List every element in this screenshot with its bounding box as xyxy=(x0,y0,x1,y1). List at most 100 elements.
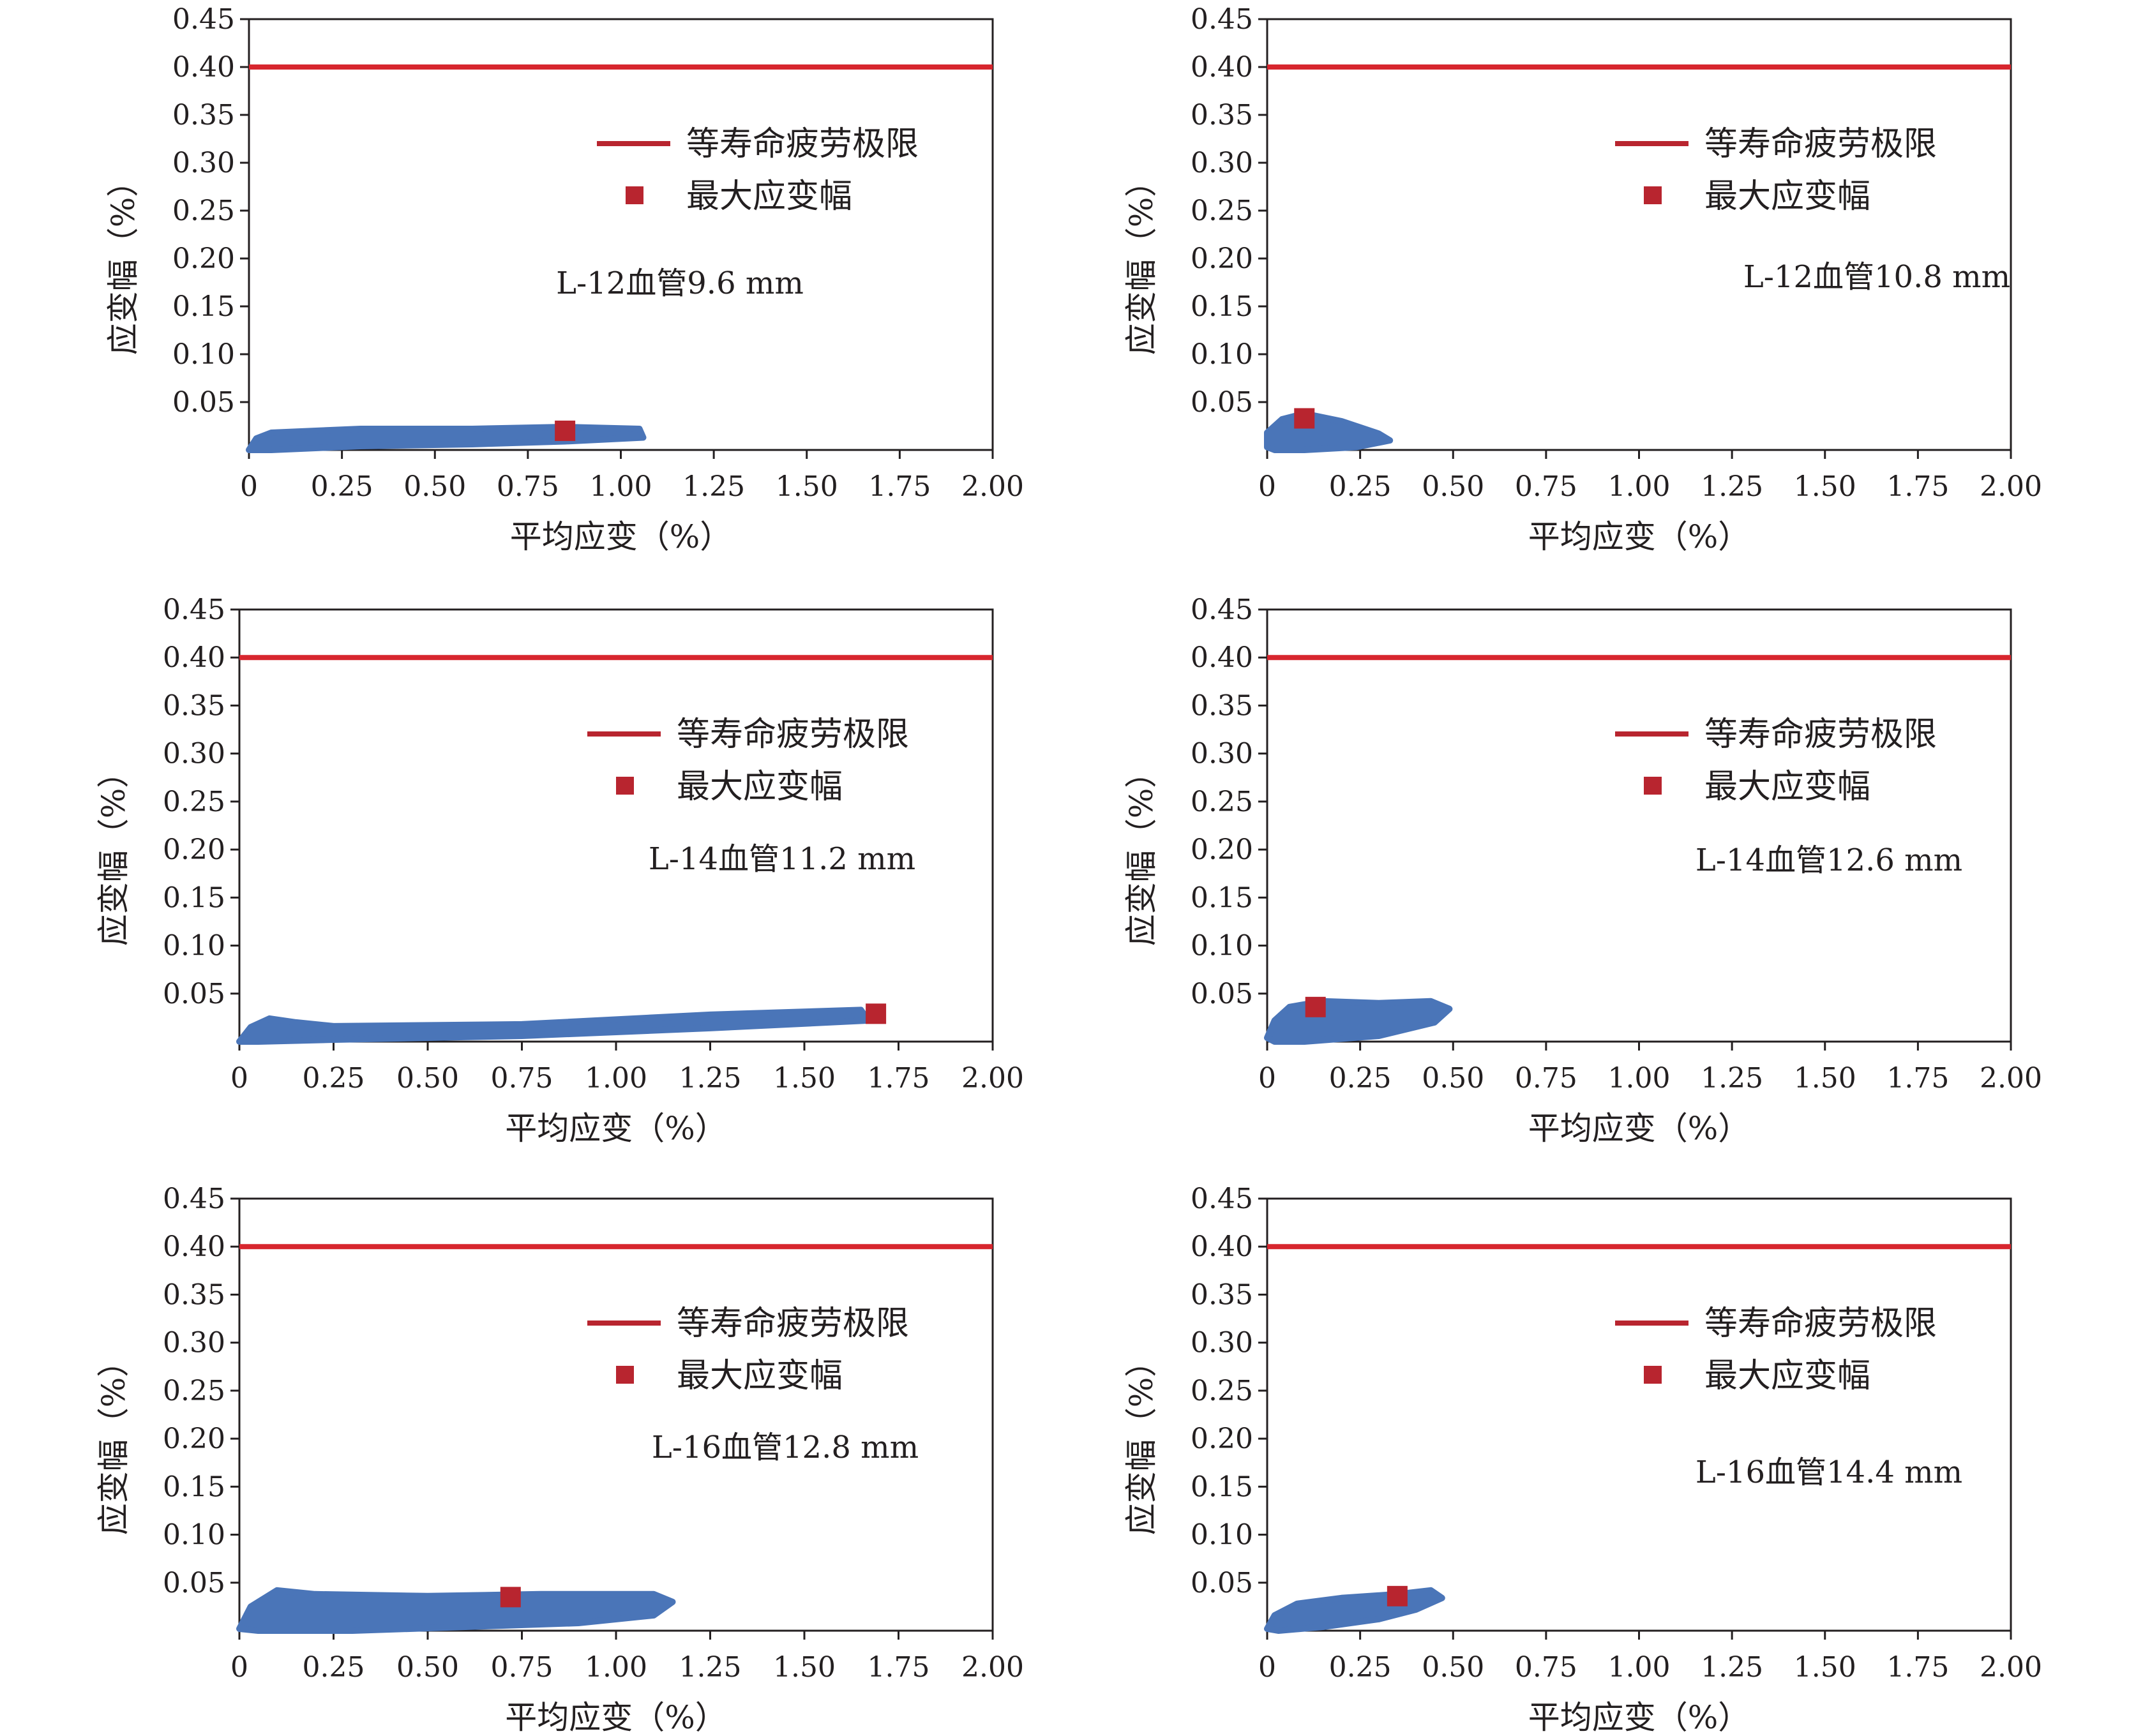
chart-panel-6: 0.05 0.10 0.15 0.20 0.25 0.30 0.35 0.40 0.45 0 0.2… xyxy=(1123,1183,2042,1736)
y-tick-label: 0.40 xyxy=(163,641,225,674)
vessel-annotation: L-12血管10.8 mm xyxy=(1743,259,2010,295)
x-tick-label: 0.75 xyxy=(1515,1651,1577,1684)
x-tick-label: 1.25 xyxy=(1701,1062,1763,1095)
legend-marker-swatch xyxy=(1644,777,1662,795)
x-tick-label: 1.50 xyxy=(776,470,838,503)
y-tick-label: 0.30 xyxy=(1191,147,1253,179)
x-tick-label: 2.00 xyxy=(961,1062,1024,1095)
x-tick-label: 1.00 xyxy=(1608,1651,1671,1684)
y-tick-label: 0.35 xyxy=(1191,1278,1253,1311)
plot-frame xyxy=(1266,608,2012,1043)
y-tick-label: 0.35 xyxy=(163,1278,225,1311)
x-tick-label: 2.00 xyxy=(1980,1651,2042,1684)
y-tick-label: 0.25 xyxy=(1191,195,1253,227)
y-tick-label: 0.35 xyxy=(1191,689,1253,722)
y-tick-label: 0.15 xyxy=(172,290,235,323)
y-tick-label: 0.25 xyxy=(172,195,235,227)
chart-panel-5: 0.05 0.10 0.15 0.20 0.25 0.30 0.35 0.40 0.45 0 0.2… xyxy=(95,1183,1024,1736)
y-tick-label: 0.40 xyxy=(1191,1231,1253,1263)
y-tick-label: 0.05 xyxy=(163,1567,225,1599)
x-tick-label: 1.75 xyxy=(1886,470,1949,503)
y-axis-label: 应变幅（%） xyxy=(95,1345,132,1536)
x-tick-label: 0.75 xyxy=(497,470,559,503)
y-tick-label: 0.25 xyxy=(1191,1375,1253,1407)
max-strain-marker xyxy=(1387,1585,1408,1606)
y-tick-label: 0.15 xyxy=(1191,290,1253,323)
legend-label-max-amplitude: 最大应变幅 xyxy=(677,1357,843,1395)
y-tick-label: 0.20 xyxy=(1191,834,1253,866)
x-axis-label: 平均应变（%） xyxy=(505,1699,727,1736)
x-axis-label: 平均应变（%） xyxy=(1528,1110,1750,1147)
y-tick-label: 0.25 xyxy=(163,1375,225,1407)
x-tick-label: 2.00 xyxy=(961,470,1024,503)
y-tick-label: 0.15 xyxy=(1191,1470,1253,1503)
y-axis-label: 应变幅（%） xyxy=(1123,1345,1160,1536)
strain-point-cloud xyxy=(246,424,647,453)
legend-label-max-amplitude: 最大应变幅 xyxy=(1704,768,1870,806)
y-tick-label: 0.20 xyxy=(172,243,235,275)
x-tick-label: 2.00 xyxy=(1980,1062,2042,1095)
x-tick-label: 1.25 xyxy=(1701,470,1763,503)
y-tick-label: 0.45 xyxy=(163,1183,225,1215)
y-axis-label: 应变幅（%） xyxy=(1123,756,1160,947)
plot-frame xyxy=(238,608,994,1043)
y-tick-label: 0.40 xyxy=(172,51,235,84)
x-axis-label: 平均应变（%） xyxy=(1528,518,1750,555)
x-tick-label: 1.50 xyxy=(1794,1062,1856,1095)
y-tick-label: 0.05 xyxy=(1191,1567,1253,1599)
x-axis-label: 平均应变（%） xyxy=(505,1110,727,1147)
vessel-annotation: L-14血管11.2 mm xyxy=(649,841,915,877)
vessel-annotation: L-16血管12.8 mm xyxy=(652,1430,919,1465)
y-tick-label: 0.30 xyxy=(163,738,225,770)
chart-panel-4: 0.05 0.10 0.15 0.20 0.25 0.30 0.35 0.40 0.45 0 0.2… xyxy=(1123,594,2042,1147)
x-tick-label: 0.50 xyxy=(1422,1651,1484,1684)
y-tick-label: 0.45 xyxy=(172,3,235,36)
x-tick-label: 1.00 xyxy=(585,1062,647,1095)
x-tick-label: 1.00 xyxy=(590,470,652,503)
max-strain-marker xyxy=(500,1587,521,1608)
y-tick-label: 0.35 xyxy=(1191,99,1253,131)
max-strain-marker xyxy=(555,421,576,441)
x-tick-label: 0 xyxy=(230,1651,248,1684)
x-tick-label: 0.25 xyxy=(303,1062,365,1095)
y-tick-label: 0.10 xyxy=(1191,1519,1253,1552)
legend-label-fatigue-limit: 等寿命疲劳极限 xyxy=(677,715,909,754)
y-tick-label: 0.35 xyxy=(172,99,235,131)
x-tick-label: 2.00 xyxy=(961,1651,1024,1684)
y-tick-label: 0.30 xyxy=(1191,1327,1253,1359)
legend-label-fatigue-limit: 等寿命疲劳极限 xyxy=(686,125,919,163)
y-tick-label: 0.45 xyxy=(1191,594,1253,626)
y-tick-label: 0.20 xyxy=(163,1423,225,1455)
x-tick-label: 0 xyxy=(1258,1062,1276,1095)
strain-point-cloud xyxy=(1264,998,1453,1045)
legend-label-max-amplitude: 最大应变幅 xyxy=(1704,177,1870,216)
x-tick-label: 0.75 xyxy=(1515,1062,1577,1095)
x-tick-label: 1.25 xyxy=(679,1062,742,1095)
x-tick-label: 0.25 xyxy=(1329,470,1392,503)
x-tick-label: 0.50 xyxy=(396,1062,459,1095)
vessel-annotation: L-16血管14.4 mm xyxy=(1696,1455,1962,1490)
x-tick-label: 1.00 xyxy=(1608,1062,1671,1095)
y-axis-label: 应变幅（%） xyxy=(1123,165,1160,355)
y-tick-label: 0.20 xyxy=(1191,243,1253,275)
x-tick-label: 1.00 xyxy=(585,1651,647,1684)
y-tick-label: 0.25 xyxy=(163,786,225,818)
x-tick-label: 1.25 xyxy=(682,470,745,503)
legend-label-max-amplitude: 最大应变幅 xyxy=(1704,1357,1870,1395)
y-tick-label: 0.20 xyxy=(1191,1423,1253,1455)
y-tick-label: 0.40 xyxy=(1191,51,1253,84)
x-tick-label: 1.75 xyxy=(1886,1062,1949,1095)
y-axis-label: 应变幅（%） xyxy=(105,165,142,355)
x-tick-label: 1.25 xyxy=(679,1651,742,1684)
legend-label-fatigue-limit: 等寿命疲劳极限 xyxy=(677,1305,909,1343)
y-tick-label: 0.45 xyxy=(1191,3,1253,36)
x-tick-label: 1.50 xyxy=(773,1062,836,1095)
legend-label-fatigue-limit: 等寿命疲劳极限 xyxy=(1704,715,1937,754)
x-tick-label: 0 xyxy=(240,470,258,503)
y-tick-label: 0.05 xyxy=(172,386,235,419)
legend-marker-swatch xyxy=(626,186,643,204)
x-tick-label: 0 xyxy=(230,1062,248,1095)
x-tick-label: 0.75 xyxy=(491,1651,553,1684)
max-strain-marker xyxy=(1294,408,1315,429)
y-tick-label: 0.25 xyxy=(1191,786,1253,818)
